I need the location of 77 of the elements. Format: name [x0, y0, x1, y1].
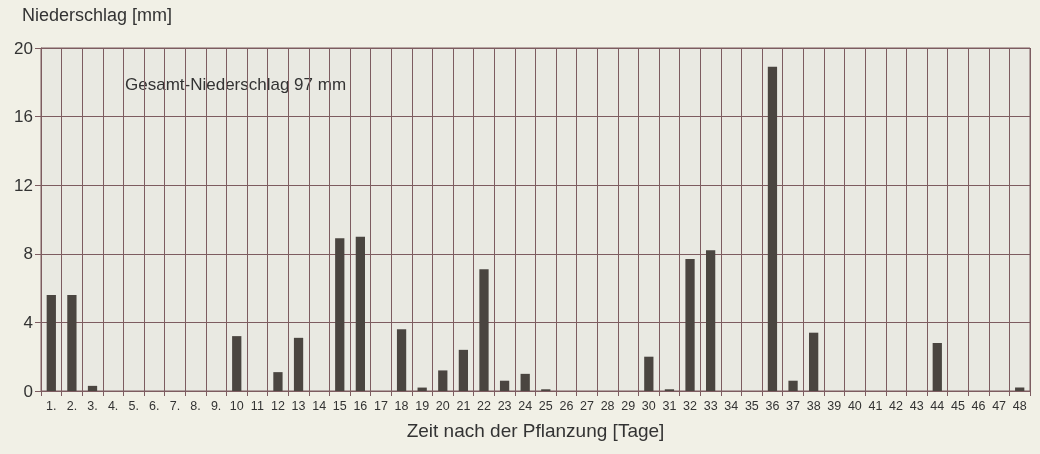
bar	[438, 370, 448, 391]
x-tick-label: 22	[477, 398, 491, 413]
x-tick-label: 4.	[107, 398, 119, 413]
x-tick-label: 26	[559, 398, 574, 413]
bar	[499, 380, 510, 391]
x-tick-label: 8.	[190, 398, 201, 413]
x-tick-label: 9.	[210, 398, 222, 413]
x-tick-label: 2.	[66, 398, 78, 413]
bar	[87, 385, 98, 391]
x-tick-label: 19	[415, 398, 430, 413]
x-tick-label: 35	[744, 398, 759, 413]
bar	[67, 294, 77, 391]
x-tick-label: 7.	[169, 398, 181, 413]
x-tick-label: 34	[724, 398, 739, 413]
x-tick-label: 46	[971, 398, 986, 413]
x-tick-label: 14	[312, 398, 327, 413]
y-tick-label: 20	[14, 38, 33, 58]
bar	[685, 258, 695, 391]
y-tick-label: 0	[23, 381, 33, 401]
y-tick-label: 4	[23, 312, 33, 332]
x-tick-label: 47	[992, 398, 1007, 413]
x-tick-label: 39	[827, 398, 842, 413]
bar	[932, 342, 942, 391]
x-tick-label: 41	[868, 398, 883, 413]
x-tick-label: 24	[518, 398, 533, 413]
bar	[46, 294, 56, 391]
x-tick-label: 37	[786, 398, 801, 413]
y-axis-title: Niederschlag [mm]	[22, 5, 173, 25]
x-tick-label: 44	[930, 398, 945, 413]
bar	[355, 236, 365, 391]
x-tick-label: 3.	[87, 398, 98, 413]
bar	[809, 332, 819, 391]
x-tick-label: 25	[538, 398, 553, 413]
x-tick-label: 31	[662, 398, 677, 413]
x-tick-label: 32	[683, 398, 698, 413]
x-axis-title: Zeit nach der Pflanzung [Tage]	[406, 420, 665, 441]
x-tick-label: 42	[889, 398, 904, 413]
x-tick-label: 27	[580, 398, 595, 413]
y-tick-label: 12	[14, 175, 33, 195]
bar	[335, 238, 345, 391]
x-tick-label: 28	[600, 398, 615, 413]
x-tick-label: 12	[270, 398, 285, 413]
x-tick-label: 29	[621, 398, 636, 413]
bar	[479, 269, 489, 391]
x-tick-label: 21	[456, 398, 471, 413]
bar	[396, 329, 407, 391]
x-tick-label: 18	[394, 398, 409, 413]
bar	[520, 373, 530, 391]
x-tick-label: 16	[353, 398, 368, 413]
bar	[706, 250, 716, 391]
y-tick-label: 16	[14, 107, 33, 127]
x-tick-label: 20	[435, 398, 450, 413]
bar	[788, 380, 798, 391]
y-tick-label: 8	[23, 244, 33, 264]
x-tick-label: 30	[641, 398, 656, 413]
x-tick-label: 6.	[149, 398, 160, 413]
bar	[458, 349, 469, 391]
x-tick-label: 48	[1012, 398, 1027, 413]
x-tick-label: 5.	[128, 398, 139, 413]
x-tick-label: 38	[806, 398, 821, 413]
bar	[644, 356, 654, 391]
bar	[273, 372, 283, 391]
x-tick-label: 40	[847, 398, 862, 413]
x-tick-label: 43	[909, 398, 924, 413]
x-tick-label: 13	[291, 398, 306, 413]
x-tick-label: 23	[497, 398, 512, 413]
bar	[232, 336, 242, 391]
x-tick-label: 1.	[46, 398, 57, 413]
x-tick-label: 17	[374, 398, 388, 413]
x-tick-label: 15	[332, 398, 347, 413]
x-tick-label: 10	[229, 398, 244, 413]
x-tick-label: 45	[950, 398, 965, 413]
x-tick-label: 36	[765, 398, 780, 413]
bar	[767, 66, 778, 391]
x-tick-label: 33	[703, 398, 718, 413]
bar	[293, 337, 304, 391]
x-tick-label: 11	[250, 398, 264, 413]
